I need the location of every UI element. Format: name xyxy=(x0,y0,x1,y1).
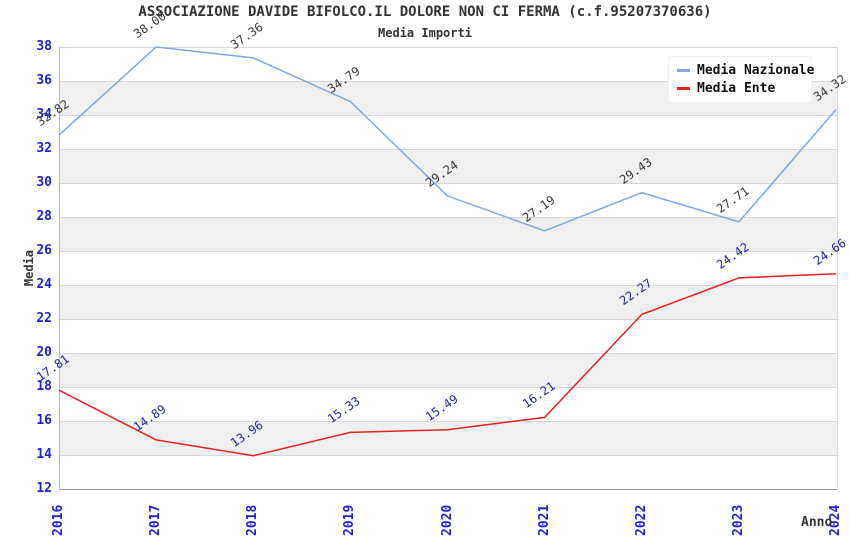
x-tick-label: 2017 xyxy=(148,504,163,536)
x-tick-label: 2016 xyxy=(51,504,66,536)
x-tick-label: 2021 xyxy=(537,504,552,536)
chart-subtitle: Media Importi xyxy=(378,26,472,40)
legend: Media Nazionale Media Ente xyxy=(668,56,814,103)
y-tick-label: 30 xyxy=(36,175,52,190)
legend-label: Media Ente xyxy=(697,80,776,96)
y-tick-label: 20 xyxy=(36,345,52,360)
legend-swatch-line xyxy=(677,86,690,90)
x-axis-title: Anno xyxy=(801,515,833,530)
y-tick-label: 36 xyxy=(36,73,52,88)
y-tick-label: 28 xyxy=(36,209,52,224)
x-tick-label: 2020 xyxy=(440,504,455,536)
x-tick-label: 2023 xyxy=(731,504,746,536)
x-tick-label: 2022 xyxy=(634,504,649,536)
y-tick-label: 38 xyxy=(36,39,52,54)
y-tick-label: 22 xyxy=(36,311,52,326)
legend-item: Media Nazionale xyxy=(675,61,814,79)
y-tick-label: 18 xyxy=(36,379,52,394)
x-tick-label: 2019 xyxy=(342,504,357,536)
legend-swatch-line xyxy=(677,68,690,72)
y-tick-label: 24 xyxy=(36,277,52,292)
y-tick-label: 16 xyxy=(36,413,52,428)
legend-item: Media Ente xyxy=(675,79,805,97)
y-tick-label: 14 xyxy=(36,447,52,462)
y-tick-label: 34 xyxy=(36,107,52,122)
y-axis-title: Media xyxy=(22,250,36,287)
y-tick-label: 12 xyxy=(36,481,52,496)
x-tick-label: 2018 xyxy=(245,504,260,536)
chart-title: ASSOCIAZIONE DAVIDE BIFOLCO.IL DOLORE NO… xyxy=(138,4,712,20)
y-tick-label: 26 xyxy=(36,243,52,258)
legend-label: Media Nazionale xyxy=(697,62,815,78)
y-tick-label: 32 xyxy=(36,141,52,156)
